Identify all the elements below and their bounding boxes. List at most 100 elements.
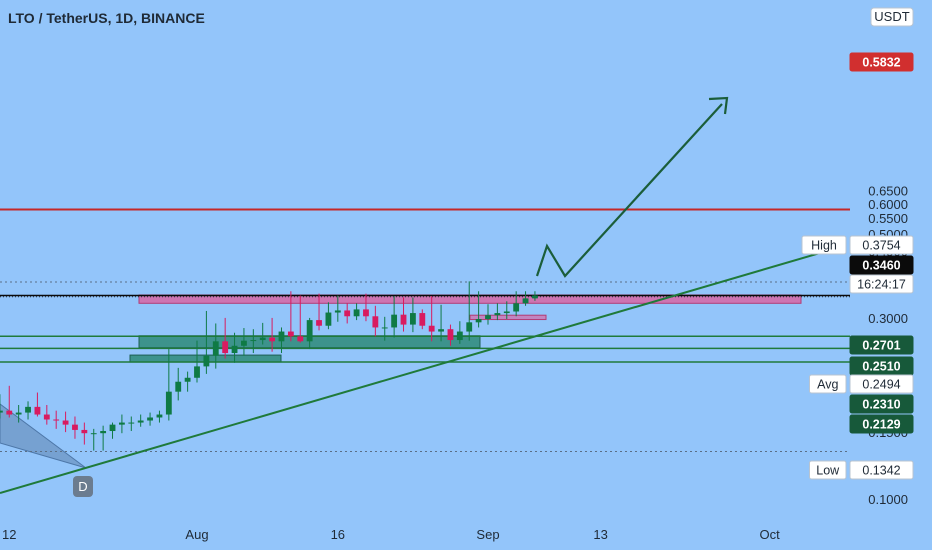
- price-marker: 0.2510: [849, 356, 914, 376]
- candle: [438, 304, 444, 342]
- price-tick-label: 0.6500: [868, 184, 908, 199]
- candle: [334, 295, 341, 322]
- price-marker: 0.2310: [849, 394, 914, 414]
- projection-path: [535, 103, 723, 278]
- candle: [194, 340, 200, 383]
- badge-letter: D: [78, 479, 87, 494]
- price-marker: 0.5832: [849, 52, 914, 72]
- candle: [6, 385, 13, 418]
- candle-body-up: [109, 424, 116, 432]
- candle-body-up: [494, 313, 501, 316]
- price-marker-value: 0.3754: [862, 239, 900, 253]
- candle: [72, 416, 78, 439]
- candle: [137, 414, 144, 427]
- price-marker-value: 16:24:17: [857, 278, 906, 292]
- price-tick-label: 0.1000: [868, 492, 908, 507]
- currency-box: [870, 7, 914, 27]
- candle-body-up: [194, 366, 200, 378]
- candle-body-up: [156, 414, 163, 418]
- candle-body-down: [6, 410, 13, 415]
- time-tick-label: 16: [331, 527, 345, 542]
- candle-body-up: [522, 298, 529, 304]
- candle-body-up: [90, 433, 97, 435]
- candle: [391, 295, 398, 338]
- candle: [0, 394, 3, 419]
- candle: [269, 317, 276, 352]
- chart-title: LTO / TetherUS, 1D, BINANCE: [8, 10, 205, 26]
- candle: [316, 293, 322, 331]
- pattern-badge: D: [73, 476, 93, 497]
- candle-body-up: [532, 295, 538, 299]
- candle-body-up: [0, 410, 3, 413]
- price-marker-value: 0.1342: [862, 464, 900, 478]
- candle: [100, 425, 107, 451]
- candle-body-up: [503, 311, 510, 314]
- candle: [147, 412, 153, 426]
- price-marker: 0.2494 Avg: [809, 374, 914, 394]
- candle-body-up: [475, 319, 482, 323]
- candle-body-down: [222, 341, 229, 354]
- time-tick-label: Sep: [476, 527, 499, 542]
- candle: [532, 291, 538, 301]
- price-marker-tag-box: [809, 374, 847, 394]
- candle-body-up: [456, 331, 463, 341]
- candle-body-down: [297, 336, 304, 342]
- ascending-trendline: [0, 252, 821, 494]
- candle: [165, 349, 172, 421]
- price-marker-box: [849, 274, 914, 294]
- candle-body-down: [363, 309, 369, 317]
- candle: [128, 416, 135, 432]
- currency-text: USDT: [874, 9, 909, 24]
- candle: [175, 367, 182, 401]
- candle-body-down: [372, 316, 379, 328]
- candle: [109, 422, 116, 439]
- candle-body-up: [184, 377, 191, 382]
- candle: [287, 291, 294, 342]
- price-marker-tag: High: [811, 239, 837, 253]
- candle: [353, 303, 360, 321]
- price-marker-tag: Low: [816, 464, 840, 478]
- price-tick-label: 0.6000: [868, 197, 908, 212]
- price-marker: 0.1342 Low: [809, 460, 914, 480]
- candle-body-down: [62, 420, 69, 425]
- candle: [372, 305, 379, 337]
- candle-body-up: [231, 345, 238, 354]
- price-marker-box: [849, 235, 914, 255]
- candle-body-up: [278, 331, 285, 342]
- candle: [62, 411, 69, 433]
- candle-body-down: [400, 314, 407, 325]
- price-marker-value: 0.2129: [862, 418, 900, 432]
- supply-box: [469, 314, 547, 321]
- time-tick-label: Aug: [185, 527, 208, 542]
- price-marker: 0.3460: [849, 255, 914, 275]
- price-marker-value: 0.2701: [862, 339, 900, 353]
- candle: [231, 332, 238, 363]
- price-marker-box: [849, 394, 914, 414]
- candle: [419, 309, 426, 330]
- candle: [212, 323, 219, 369]
- price-marker-tag-box: [801, 235, 847, 255]
- candle-body-up: [118, 422, 125, 425]
- candle-body-down: [447, 329, 454, 341]
- price-marker-value: 0.2494: [862, 378, 900, 392]
- projection-arrowhead: [708, 96, 729, 115]
- price-marker: 0.3754 High: [801, 235, 914, 255]
- price-marker-box: [849, 414, 914, 434]
- candle-body-up: [250, 340, 257, 342]
- candle: [513, 291, 520, 317]
- candle-body-up: [306, 320, 313, 342]
- price-marker-box: [849, 335, 914, 355]
- candle-body-down: [419, 313, 426, 326]
- candle-body-up: [259, 337, 266, 341]
- candle: [90, 428, 97, 451]
- candle-body-up: [212, 341, 219, 356]
- candle: [503, 301, 510, 319]
- candle-body-up: [391, 314, 398, 328]
- candle: [409, 297, 416, 333]
- time-tick-label: Oct: [759, 527, 780, 542]
- candle-body-down: [43, 414, 50, 420]
- candle-body-up: [137, 420, 144, 423]
- price-marker-box: [849, 374, 914, 394]
